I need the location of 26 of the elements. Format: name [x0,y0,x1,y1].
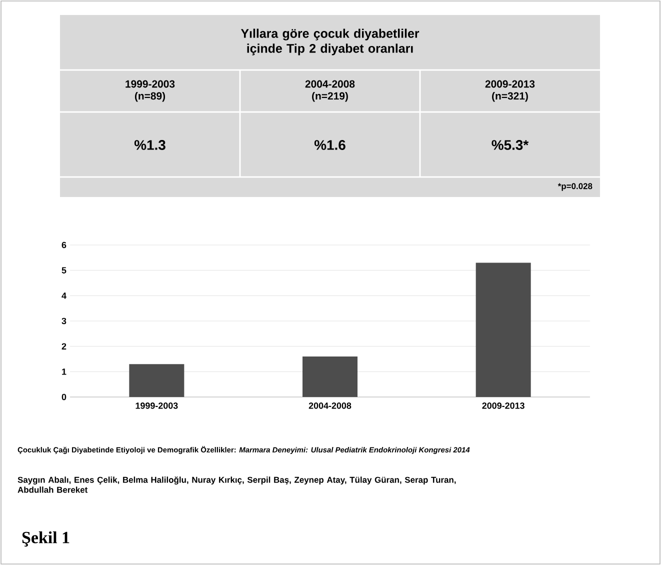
text: *p=0.028 [558,183,592,191]
data-label: %5.3* [492,140,529,150]
y-tick-label: 3 [62,318,66,324]
category-label: 2009-2013 [485,80,535,88]
data-label: %1.6 [314,140,346,150]
bar [476,262,531,397]
data-label: %1.3 [134,140,166,150]
y-tick-label: 4 [62,292,66,299]
text: (n=219) [312,92,348,102]
x-tick-label: 2004-2008 [308,402,352,409]
bar [302,356,358,397]
text: Saygın Abalı, Enes Çelik, Belma Haliloğlu, Nuray Kırkıç, Serpil Baş, Zeynep Atay, Tülay Güran, Serap Turan, Abdullah Bereket [18,476,456,493]
x-tick-label: 2009-2013 [482,402,524,409]
y-tick-label: 2 [62,343,66,350]
y-tick-label: 5 [62,267,66,274]
text: Şekil 1 [22,531,70,547]
category-label: 1999-2003 [126,80,175,88]
y-tick-label: 0 [62,394,66,400]
text: (n=89) [134,92,166,102]
y-tick-label: 1 [62,368,66,375]
y-tick-label: 6 [62,242,66,248]
bar [129,364,184,397]
text: (n=321) [492,92,528,102]
chart-title: Yıllara göre çocuk diyabetliler içinde Tip 2 diyabet oranları [240,28,420,56]
x-tick-label: 1999-2003 [136,402,178,409]
category-label: 2004-2008 [305,80,355,88]
